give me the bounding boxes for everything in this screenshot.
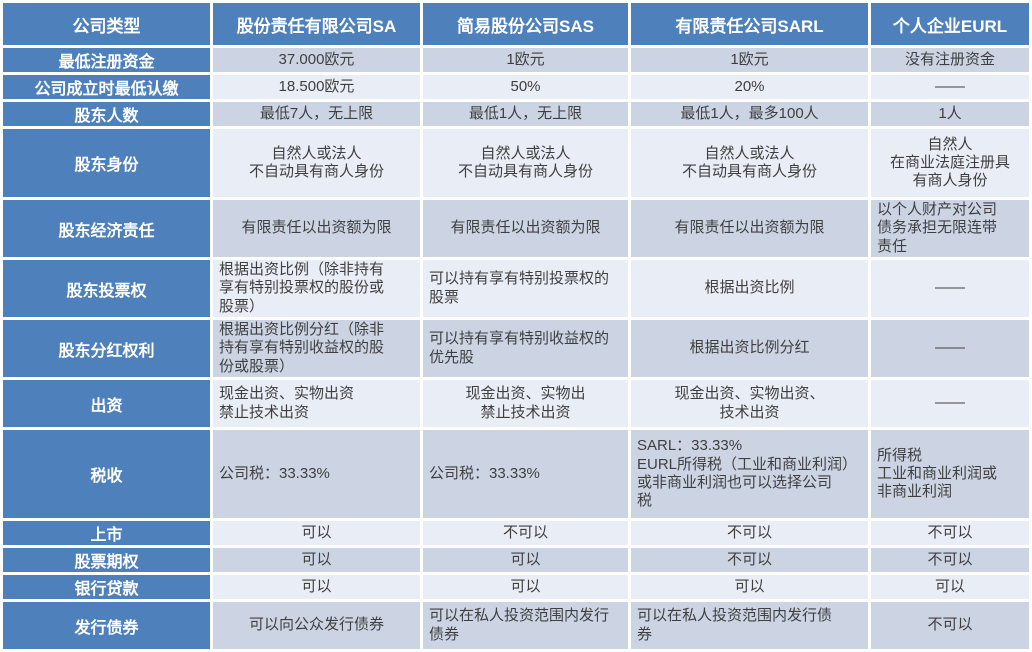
row-header-cell: 股东身份 [3,129,210,197]
table-row-min-registered-capital: 最低注册资金 37.000欧元 1欧元 1欧元 没有注册资金 [3,48,1029,72]
data-cell: 可以持有享有特别投票权的 股票 [423,260,628,317]
data-cell: 最低1人，无上限 [423,102,628,126]
row-header-cell: 公司成立时最低认缴 [3,75,210,99]
header-cell-eurl: 个人企业EURL [871,3,1029,45]
data-cell: 根据出资比例分红（除非 持有享有特别收益权的股 份或股票） [213,320,420,377]
table-row-shareholder-economic-liability: 股东经济责任 有限责任以出资额为限 有限责任以出资额为限 有限责任以出资额为限 … [3,200,1029,257]
data-cell: 以个人财产对公司 债务承担无限连带 责任 [871,200,1029,257]
table-row-shareholder-count: 股东人数 最低7人，无上限 最低1人，无上限 最低1人，最多100人 1人 [3,102,1029,126]
data-cell: 现金出资、实物出资、 技术出资 [631,380,868,427]
row-header-cell: 股东经济责任 [3,200,210,257]
table-row-taxation: 税收 公司税：33.33% 公司税：33.33% SARL：33.33% EUR… [3,430,1029,518]
row-header-cell: 上市 [3,521,210,545]
data-cell: 根据出资比例 [631,260,868,317]
data-cell: 现金出资、实物出 禁止技术出资 [423,380,628,427]
data-cell: 不可以 [871,521,1029,545]
data-cell: 可以在私人投资范围内发行债 券 [631,602,868,649]
data-cell: 自然人或法人 不自动具有商人身份 [213,129,420,197]
row-header-cell: 股东投票权 [3,260,210,317]
data-cell: SARL：33.33% EURL所得税（工业和商业利润） 或非商业利润也可以选择… [631,430,868,518]
table-row-capital-contribution: 出资 现金出资、实物出资 禁止技术出资 现金出资、实物出 禁止技术出资 现金出资… [3,380,1029,427]
data-cell: 自然人或法人 不自动具有商人身份 [423,129,628,197]
row-header-cell: 发行债券 [3,602,210,649]
data-cell: 有限责任以出资额为限 [631,200,868,257]
header-cell-company-type: 公司类型 [3,3,210,45]
data-cell: 所得税 工业和商业利润或 非商业利润 [871,430,1029,518]
row-header-cell: 股票期权 [3,548,210,572]
data-cell: 18.500欧元 [213,75,420,99]
table-row-shareholder-voting-rights: 股东投票权 根据出资比例（除非持有 享有特别投票权的股份或 股票） 可以持有享有… [3,260,1029,317]
data-cell: 1欧元 [423,48,628,72]
data-cell: 不可以 [423,521,628,545]
table-row-shareholder-dividend-rights: 股东分红权利 根据出资比例分红（除非 持有享有特别收益权的股 份或股票） 可以持… [3,320,1029,377]
table-row-shareholder-identity: 股东身份 自然人或法人 不自动具有商人身份 自然人或法人 不自动具有商人身份 自… [3,129,1029,197]
data-cell: 最低1人，最多100人 [631,102,868,126]
data-cell: —— [871,75,1029,99]
data-cell: 可以向公众发行债券 [213,602,420,649]
data-cell: 可以 [871,575,1029,599]
data-cell: 没有注册资金 [871,48,1029,72]
data-cell: —— [871,260,1029,317]
data-cell: 可以在私人投资范围内发行 债券 [423,602,628,649]
row-header-cell: 最低注册资金 [3,48,210,72]
data-cell: 可以持有享有特别收益权的 优先股 [423,320,628,377]
data-cell: 20% [631,75,868,99]
data-cell: 公司税：33.33% [423,430,628,518]
data-cell: 可以 [213,548,420,572]
data-cell: 1人 [871,102,1029,126]
data-cell: 1欧元 [631,48,868,72]
data-cell: 自然人或法人 不自动具有商人身份 [631,129,868,197]
row-header-cell: 银行贷款 [3,575,210,599]
table-row-bank-loans: 银行贷款 可以 可以 可以 可以 [3,575,1029,599]
header-row: 公司类型 股份责任有限公司SA 简易股份公司SAS 有限责任公司SARL 个人企… [3,3,1029,45]
header-cell-sas: 简易股份公司SAS [423,3,628,45]
data-cell: 37.000欧元 [213,48,420,72]
row-header-cell: 出资 [3,380,210,427]
data-cell: 最低7人，无上限 [213,102,420,126]
table-row-bond-issuance: 发行债券 可以向公众发行债券 可以在私人投资范围内发行 债券 可以在私人投资范围… [3,602,1029,649]
table-row-public-listing: 上市 可以 不可以 不可以 不可以 [3,521,1029,545]
data-cell: 不可以 [871,548,1029,572]
data-cell: 根据出资比例分红 [631,320,868,377]
data-cell: 可以 [213,521,420,545]
data-cell: 可以 [423,575,628,599]
data-cell: 可以 [631,575,868,599]
header-cell-sa: 股份责任有限公司SA [213,3,420,45]
data-cell: 根据出资比例（除非持有 享有特别投票权的股份或 股票） [213,260,420,317]
row-header-cell: 股东人数 [3,102,210,126]
table-row-stock-options: 股票期权 可以 可以 不可以 不可以 [3,548,1029,572]
data-cell: 50% [423,75,628,99]
data-cell: —— [871,380,1029,427]
data-cell: 可以 [213,575,420,599]
header-cell-sarl: 有限责任公司SARL [631,3,868,45]
data-cell: 现金出资、实物出资 禁止技术出资 [213,380,420,427]
data-cell: 公司税：33.33% [213,430,420,518]
data-cell: 不可以 [631,521,868,545]
row-header-cell: 税收 [3,430,210,518]
row-header-cell: 股东分红权利 [3,320,210,377]
data-cell: 有限责任以出资额为限 [423,200,628,257]
data-cell: 不可以 [871,602,1029,649]
data-cell: 自然人 在商业法庭注册具 有商人身份 [871,129,1029,197]
data-cell: —— [871,320,1029,377]
data-cell: 可以 [423,548,628,572]
table-row-min-paid-in-at-founding: 公司成立时最低认缴 18.500欧元 50% 20% —— [3,75,1029,99]
data-cell: 不可以 [631,548,868,572]
data-cell: 有限责任以出资额为限 [213,200,420,257]
